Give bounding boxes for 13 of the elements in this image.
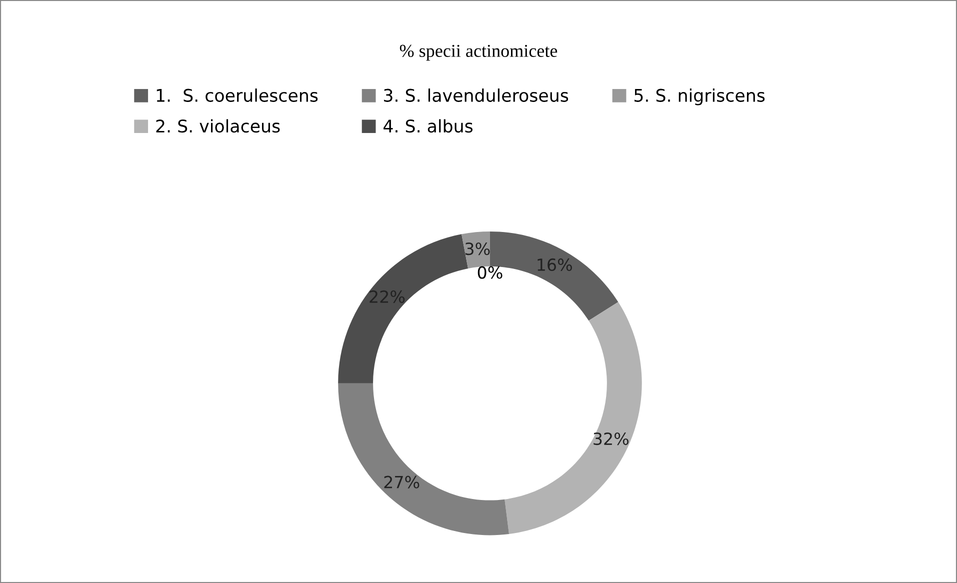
data-label: 27% <box>384 476 420 488</box>
data-label: 3% <box>465 242 490 256</box>
chart-title: % specii actinomicete <box>400 44 558 61</box>
legend-label: 5. S. nigriscens <box>634 88 765 106</box>
legend-label: 1. S. coerulescens <box>156 88 318 102</box>
data-label: 32% <box>594 432 629 446</box>
data-label: 16% <box>538 258 572 272</box>
donut-slice <box>504 302 642 534</box>
text: 0% <box>478 266 502 279</box>
donut-slice <box>338 383 510 536</box>
legend-label: 3. S. lavenduleroseus <box>384 88 568 102</box>
legend-label: 2. S. violaceus <box>156 119 280 133</box>
legend-label: 4. S. albus <box>384 119 473 133</box>
